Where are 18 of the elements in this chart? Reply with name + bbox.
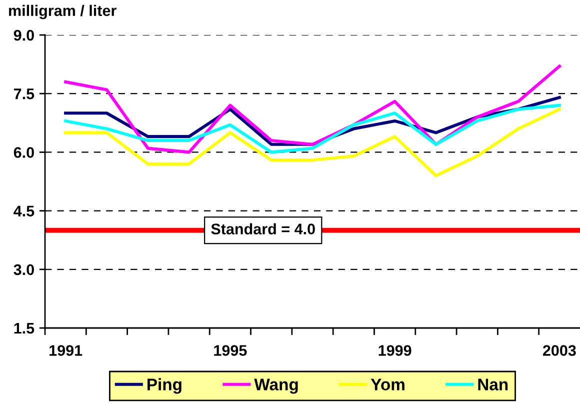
y-tick-label: 1.5 — [14, 323, 34, 334]
ref-line-label: Standard = 4.0 — [211, 223, 315, 234]
x-tick-label: 1995 — [214, 345, 247, 356]
legend-label: Yom — [370, 378, 404, 390]
x-tick-label: 1999 — [378, 345, 412, 356]
line-series — [64, 104, 561, 154]
x-tick-label: 2003 — [542, 345, 576, 356]
y-tick-label: 4.5 — [14, 206, 34, 216]
y-tick-label: 9.0 — [14, 30, 34, 41]
y-tick-label: 3.0 — [14, 264, 34, 276]
line-series — [64, 108, 561, 178]
legend-label: Ping — [148, 378, 182, 394]
legend-label: Wang — [254, 378, 298, 394]
y-axis-title: milligram / liter — [9, 4, 116, 20]
x-tick-label: 1991 — [50, 345, 82, 356]
y-tick-label: 6.0 — [14, 147, 34, 158]
legend-label: Nan — [478, 378, 508, 390]
y-tick-label: 7.5 — [14, 88, 34, 100]
